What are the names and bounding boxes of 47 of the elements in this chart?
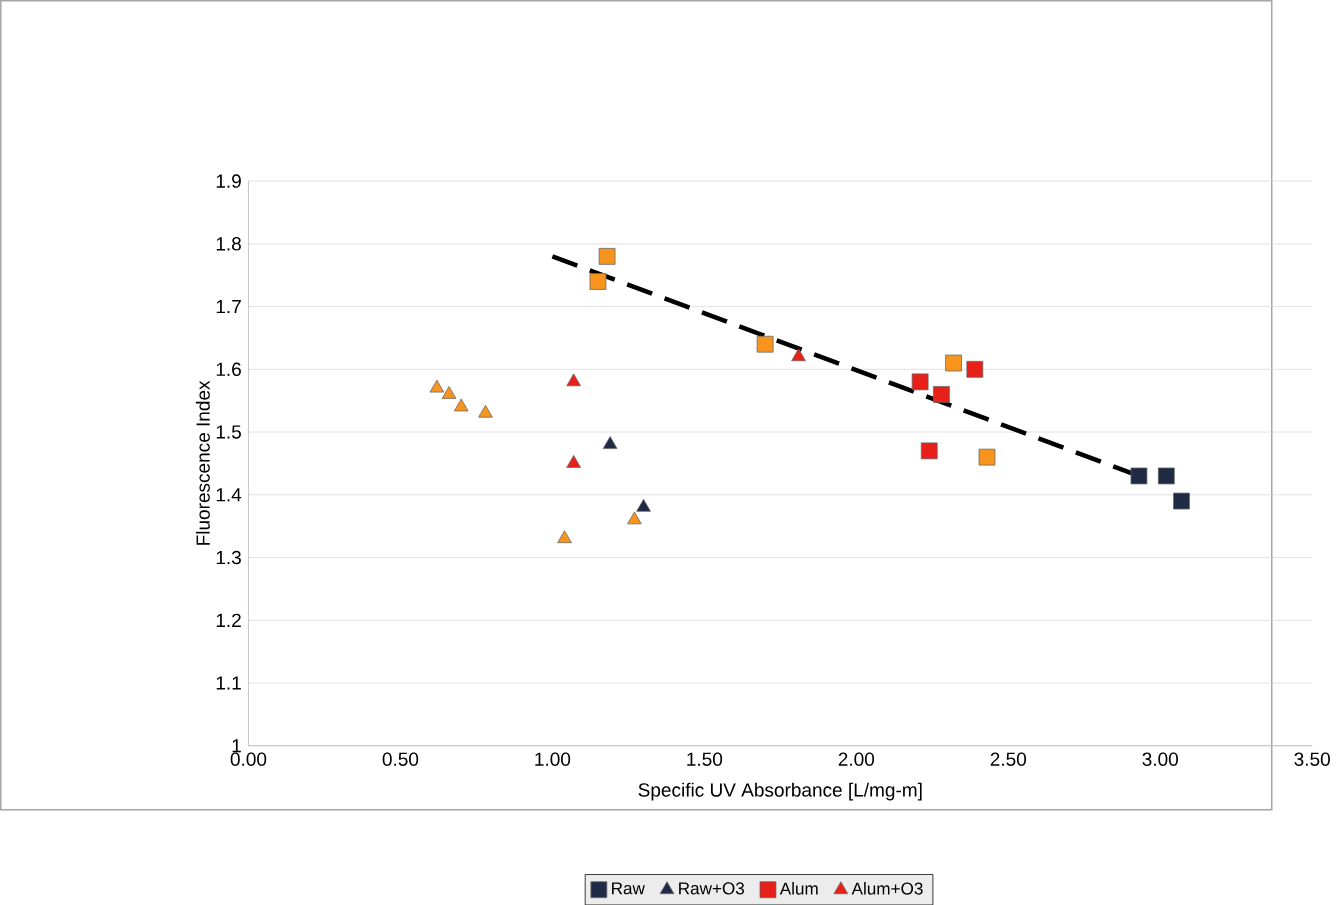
point	[756, 335, 774, 353]
point	[598, 247, 616, 265]
point	[557, 530, 572, 543]
x-tick-label: 3.50	[1294, 752, 1330, 766]
point	[566, 454, 581, 468]
point	[791, 348, 806, 361]
x-axis-title: Specific UV Absorbance [L/mg-m]	[638, 782, 922, 801]
point	[966, 360, 984, 378]
x-tick-label: 2.00	[838, 752, 875, 766]
legend-label: Raw+O3	[679, 882, 745, 895]
point	[429, 379, 445, 393]
x-tick-label: 2.50	[990, 752, 1027, 766]
y-tick-label: 1.4	[216, 488, 242, 502]
point	[602, 436, 618, 449]
y-tick-label: 1.7	[216, 299, 241, 313]
x-tick-label: 0.00	[230, 752, 267, 766]
point	[589, 272, 607, 290]
point	[978, 448, 996, 466]
legend-label: Alum+O3	[851, 881, 923, 895]
y-tick-label: 1.3	[216, 550, 241, 565]
point	[566, 373, 581, 387]
legend-label: Alum	[779, 881, 818, 895]
y-tick-label: 1.6	[216, 362, 241, 376]
point	[911, 373, 929, 391]
y-tick-label: 1.1	[216, 676, 241, 690]
point	[627, 511, 642, 525]
y-tick-label: 1.8	[216, 236, 241, 251]
y-tick-label: 1	[232, 739, 241, 753]
y-axis-title: Fluorescence Index	[195, 380, 210, 545]
point	[945, 354, 962, 372]
legend-label: Raw	[612, 882, 645, 895]
y-tick-label: 1.2	[216, 613, 241, 627]
x-tick-label: 3.00	[1142, 752, 1178, 766]
point	[920, 442, 938, 460]
point	[933, 385, 950, 403]
point	[1173, 492, 1190, 510]
x-tick-label: 1.00	[535, 752, 571, 766]
x-tick-label: 0.50	[382, 752, 419, 766]
point	[636, 498, 651, 512]
y-tick-label: 1.5	[216, 425, 241, 439]
point	[441, 385, 457, 399]
point	[453, 398, 469, 412]
y-tick-label: 1.9	[216, 174, 241, 188]
point	[478, 404, 493, 418]
point	[1130, 467, 1148, 485]
x-tick-label: 1.50	[687, 752, 723, 766]
point	[1157, 467, 1175, 485]
